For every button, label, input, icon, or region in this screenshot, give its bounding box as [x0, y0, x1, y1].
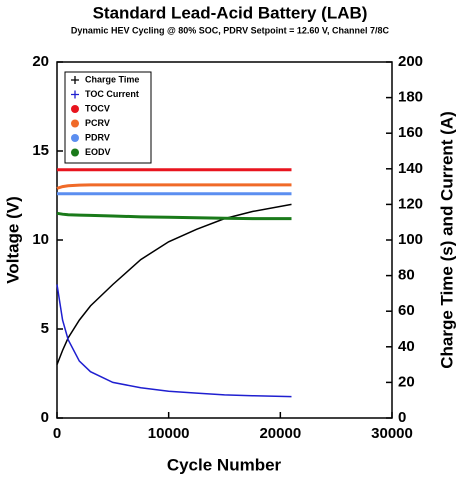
- y2-tick-label: 60: [398, 302, 415, 319]
- y-tick-label: 5: [41, 320, 49, 337]
- legend-marker: [71, 90, 79, 99]
- y-tick-label: 15: [32, 142, 49, 159]
- y-axis-label: Voltage (V): [3, 196, 22, 284]
- y2-tick-label: 140: [398, 160, 423, 177]
- y2-tick-label: 20: [398, 373, 415, 390]
- y2-tick-label: 40: [398, 338, 415, 355]
- legend-label: TOCV: [85, 103, 110, 113]
- legend-label: Charge Time: [85, 74, 139, 84]
- legend-marker: [71, 134, 79, 142]
- legend-box: [64, 71, 152, 164]
- legend-label: EODV: [85, 147, 111, 157]
- series-line: [56, 183, 292, 190]
- legend-label: PCRV: [85, 118, 110, 128]
- legend-label: PDRV: [85, 132, 110, 142]
- legend-marker: [71, 76, 79, 84]
- legend-label: TOC Current: [85, 89, 139, 99]
- legend-marker: [71, 148, 79, 157]
- legend-marker: [71, 105, 79, 113]
- series-line: [56, 284, 292, 398]
- chart-title: Standard Lead-Acid Battery (LAB): [93, 3, 368, 22]
- chart-subtitle: Dynamic HEV Cycling @ 80% SOC, PDRV Setp…: [71, 25, 390, 35]
- legend-marker: [71, 119, 79, 128]
- x-tick-label: 20000: [259, 425, 301, 442]
- x-tick-label: 30000: [371, 425, 413, 442]
- y-tick-label: 0: [41, 409, 49, 426]
- y2-tick-label: 100: [398, 231, 423, 248]
- y2-axis-label: Charge Time (s) and Current (A): [437, 111, 456, 369]
- y-tick-label: 10: [32, 231, 49, 248]
- series-line: [56, 211, 292, 221]
- y-tick-label: 20: [32, 53, 49, 70]
- x-tick-label: 0: [53, 425, 61, 442]
- y2-tick-label: 200: [398, 53, 423, 70]
- y2-tick-label: 0: [398, 409, 406, 426]
- y2-tick-label: 120: [398, 195, 423, 212]
- y2-tick-label: 180: [398, 89, 423, 106]
- y2-tick-label: 160: [398, 124, 423, 141]
- x-axis-label: Cycle Number: [167, 455, 282, 474]
- x-tick-label: 10000: [148, 425, 190, 442]
- series-line: [56, 203, 292, 365]
- y2-tick-label: 80: [398, 267, 415, 284]
